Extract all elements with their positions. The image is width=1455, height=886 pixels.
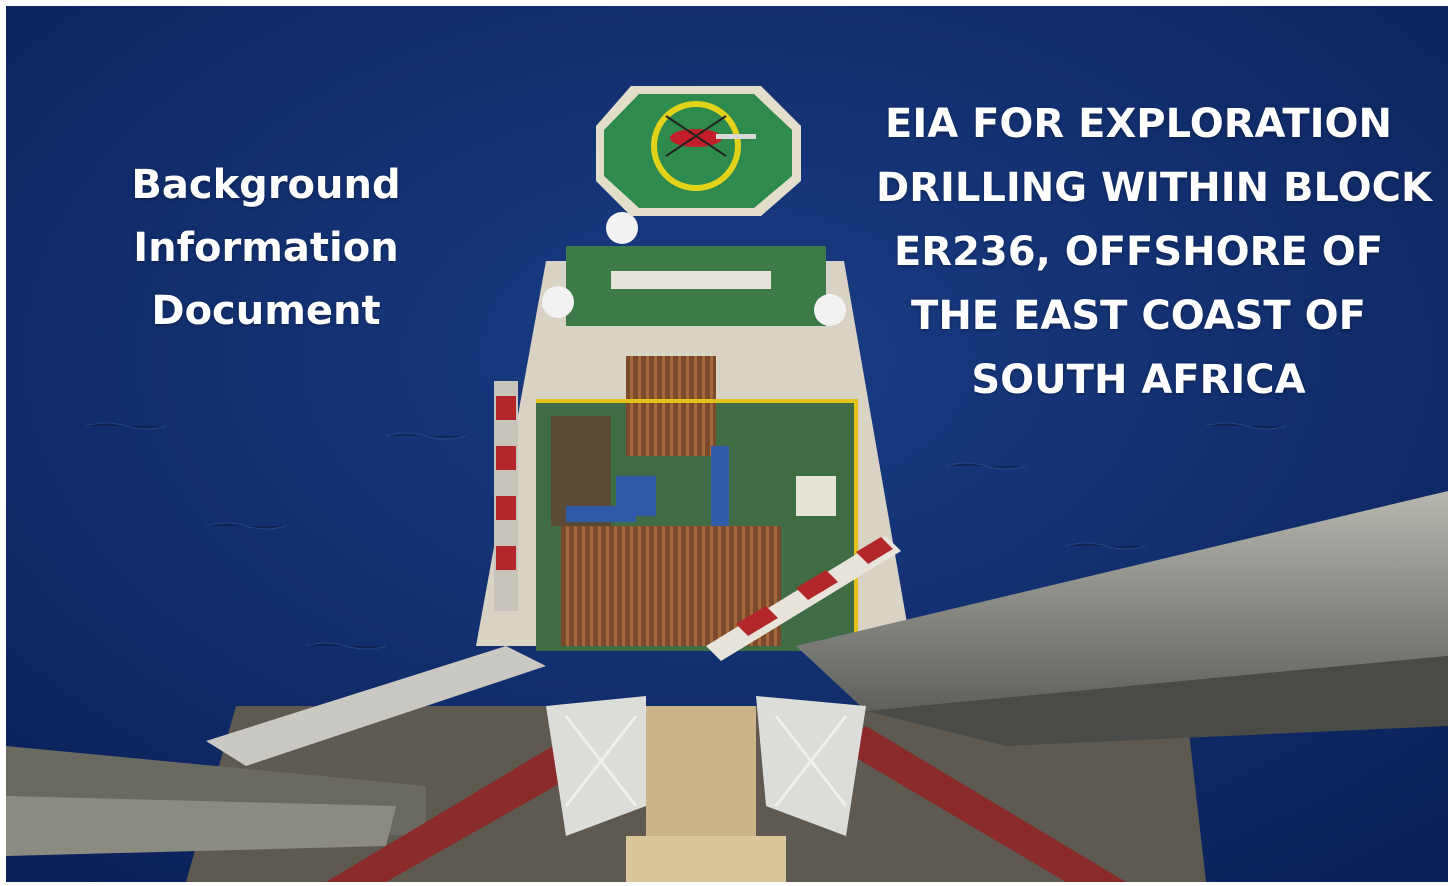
derrick-beam-right <box>836 726 1126 882</box>
drillship <box>476 86 911 661</box>
left-title-line-3: Document <box>151 288 381 334</box>
drillship-aerial-photo <box>6 6 1448 882</box>
right-title-line-2: DRILLING WITHIN BLOCK <box>876 165 1432 211</box>
project-title: EIA FOR EXPLORATION DRILLING WITHIN BLOC… <box>876 92 1432 412</box>
left-title-line-2: Information <box>133 225 399 271</box>
right-title-line-3: ER236, OFFSHORE OF <box>893 229 1384 275</box>
helicopter <box>665 115 756 157</box>
crane-boom <box>796 491 1448 711</box>
cover-photo: Background Information Document EIA FOR … <box>6 6 1448 882</box>
right-title-line-4: THE EAST COAST OF <box>911 293 1366 339</box>
document-type-title: Background Information Document <box>111 154 421 343</box>
right-title-line-5: SOUTH AFRICA <box>971 357 1306 403</box>
right-title-line-1: EIA FOR EXPLORATION <box>885 101 1392 147</box>
derrick-beam-left <box>326 726 626 882</box>
left-title-line-1: Background <box>131 162 401 208</box>
